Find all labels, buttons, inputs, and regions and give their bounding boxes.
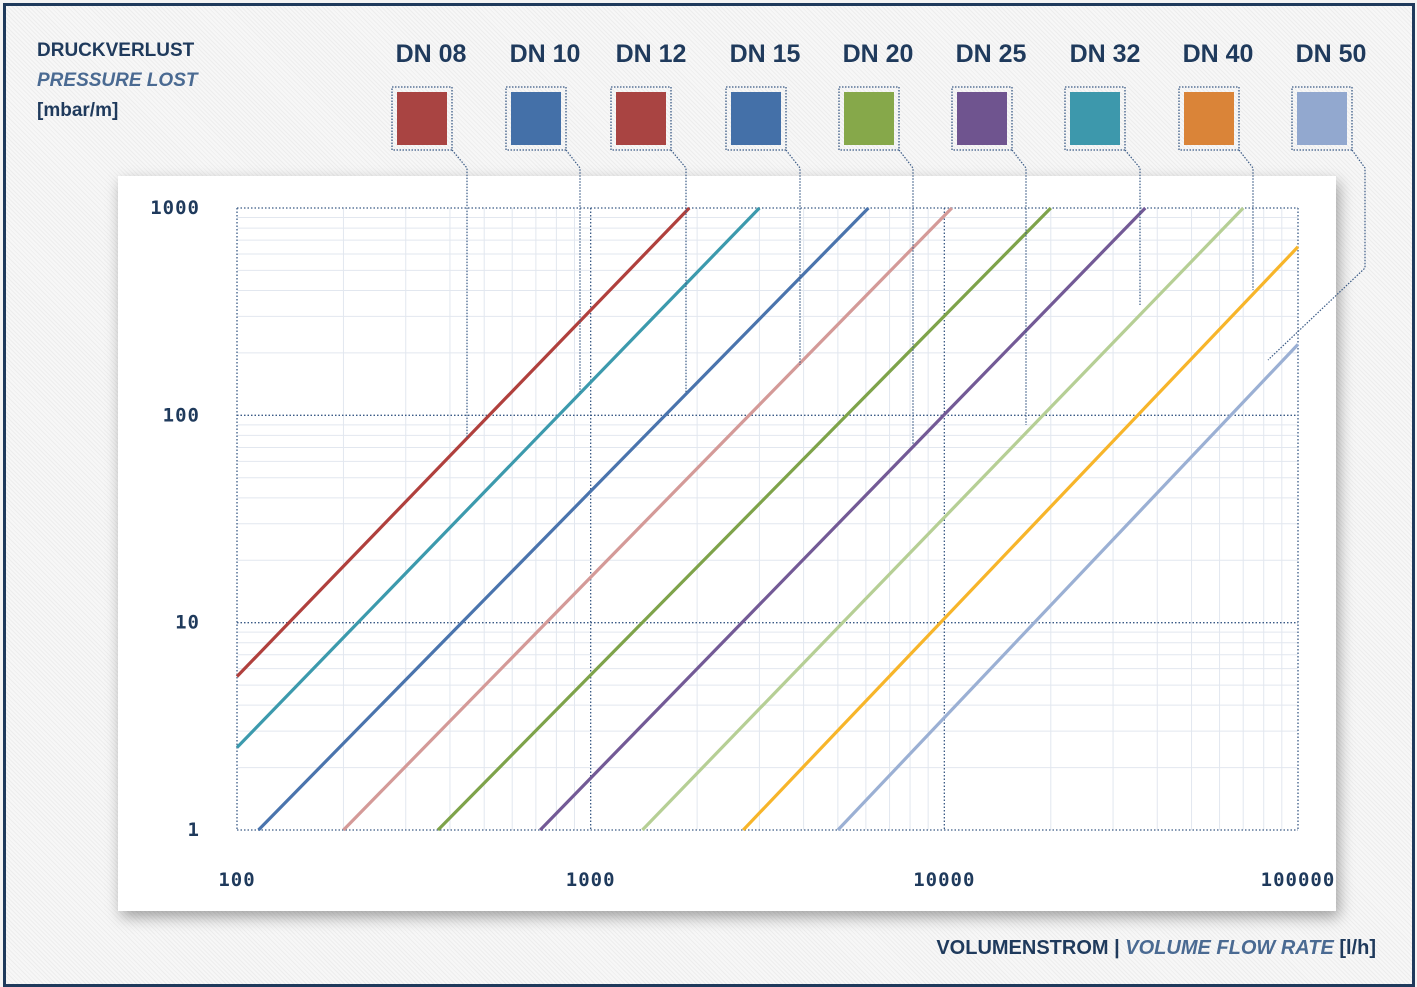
series-line-dn12 [257, 206, 870, 832]
x-axis-separator: | [1108, 937, 1126, 959]
legend-connector-dn15 [785, 149, 801, 365]
legend-label-dn20: DN 20 [842, 40, 914, 68]
legend-connector-dn40 [1238, 149, 1254, 290]
x-tick-label: 1000 [566, 869, 616, 891]
legend-swatch-dn12 [616, 92, 666, 145]
x-axis-title-de: VOLUMENSTROM [936, 937, 1109, 959]
series-line-dn20 [436, 206, 1052, 832]
legend-label-dn12: DN 12 [615, 40, 687, 68]
y-tick-label: 1000 [150, 197, 200, 219]
legend-swatch-frame-dn08 [391, 86, 453, 151]
series-line-dn40 [742, 245, 1300, 832]
legend-swatch-frame-dn20 [838, 86, 900, 151]
legend-swatch-frame-dn25 [951, 86, 1013, 151]
x-axis-unit: [l/h] [1333, 937, 1376, 959]
legend-connector-dn10 [565, 149, 581, 392]
x-tick-label: 100000 [1261, 869, 1336, 891]
legend-swatch-dn10 [511, 92, 561, 145]
x-axis-title-en: VOLUME FLOW RATE [1125, 937, 1334, 959]
plot-panel [118, 176, 1336, 911]
series-line-dn15 [342, 206, 953, 832]
legend-label-dn08: DN 08 [395, 40, 467, 68]
x-tick-label: 100 [218, 869, 255, 891]
legend-connector-dn08 [451, 149, 468, 438]
legend-swatch-frame-dn15 [725, 86, 787, 151]
tick-labels: 1000 100 10 1 100 1000 10000 100000 [150, 197, 1336, 891]
y-tick-label: 10 [175, 612, 200, 634]
series-line-dn50 [836, 343, 1300, 832]
legend-swatches [391, 86, 1353, 151]
legend-swatch-dn20 [844, 92, 894, 145]
legend-connector-dn12 [670, 149, 687, 392]
series-line-dn10 [235, 206, 761, 749]
legend: DN 08 DN 10 DN 12 DN 15 DN 20 DN 25 DN 3… [0, 40, 1417, 76]
legend-connector-dn32 [1124, 149, 1141, 305]
legend-swatch-dn40 [1184, 92, 1234, 145]
legend-swatch-frame-dn40 [1178, 86, 1240, 151]
legend-swatch-frame-dn12 [610, 86, 672, 151]
legend-swatch-frame-dn50 [1291, 86, 1353, 151]
legend-swatch-frame-dn32 [1064, 86, 1126, 151]
legend-label-dn10: DN 10 [509, 40, 581, 68]
y-tick-label: 100 [163, 404, 200, 426]
legend-swatch-dn50 [1297, 92, 1347, 145]
legend-label-dn50: DN 50 [1295, 40, 1367, 68]
legend-connectors [451, 149, 1366, 445]
legend-swatch-frame-dn10 [505, 86, 567, 151]
x-tick-label: 10000 [913, 869, 975, 891]
legend-label-dn15: DN 15 [729, 40, 801, 68]
legend-swatch-dn15 [731, 92, 781, 145]
series-line-dn25 [539, 206, 1147, 832]
grid [236, 207, 1299, 831]
x-axis-title: VOLUMENSTROM | VOLUME FLOW RATE [l/h] [936, 937, 1376, 960]
legend-label-dn40: DN 40 [1182, 40, 1254, 68]
legend-connector-dn25 [1011, 149, 1027, 425]
legend-label-dn32: DN 32 [1069, 40, 1141, 68]
y-axis-unit: [mbar/m] [37, 100, 119, 121]
legend-swatch-dn08 [397, 92, 447, 145]
y-axis-title-de: DRUCKVERLUST [37, 40, 195, 61]
legend-connector-dn50 [1267, 149, 1366, 361]
legend-label-dn25: DN 25 [955, 40, 1027, 68]
legend-connector-dn20 [898, 149, 914, 445]
series-line-dn08 [235, 206, 691, 678]
y-axis-title-en: PRESSURE LOST [37, 70, 198, 91]
legend-swatch-dn25 [957, 92, 1007, 145]
legend-swatch-dn32 [1070, 92, 1120, 145]
y-tick-label: 1 [188, 819, 200, 841]
y-axis-title: DRUCKVERLUST PRESSURE LOST [mbar/m] [37, 36, 197, 126]
series-group [235, 206, 1300, 832]
series-line-dn32 [641, 206, 1245, 832]
